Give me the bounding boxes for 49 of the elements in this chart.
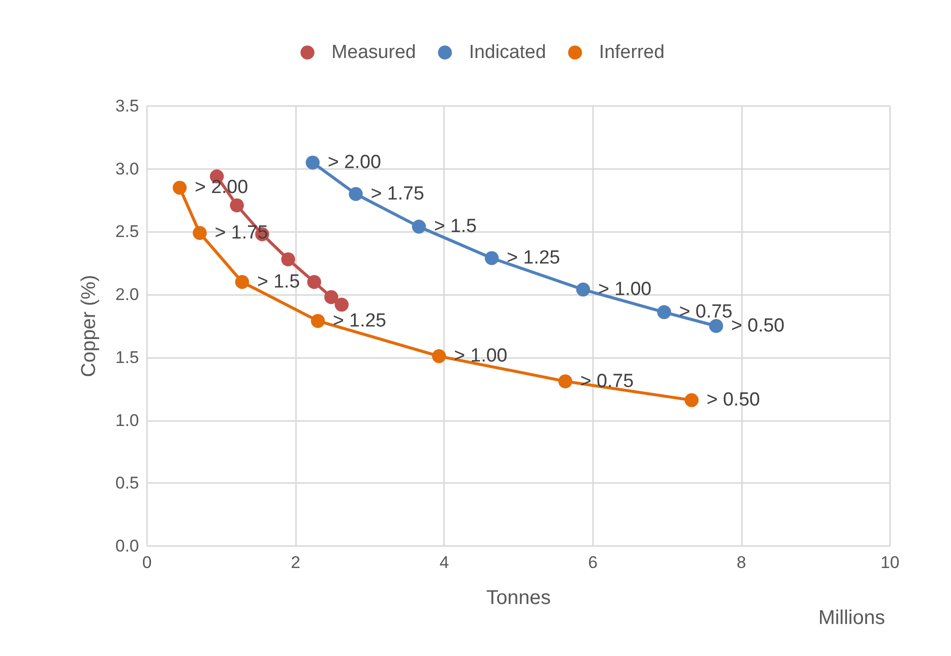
x-tick-label: 6 bbox=[588, 553, 598, 572]
data-label: > 0.50 bbox=[731, 316, 784, 336]
legend-label: Measured bbox=[331, 42, 416, 63]
data-label: > 1.5 bbox=[434, 216, 477, 238]
x-tick-label: 0 bbox=[142, 553, 152, 572]
x-tick-label: 8 bbox=[736, 553, 746, 572]
y-tick-label: 2.0 bbox=[115, 285, 139, 304]
data-label: > 1.75 bbox=[370, 184, 424, 204]
point bbox=[281, 252, 296, 266]
point bbox=[657, 305, 672, 320]
data-label: > 1.25 bbox=[332, 310, 386, 332]
y-tick-label: 1.0 bbox=[115, 410, 139, 430]
point bbox=[348, 187, 363, 201]
point bbox=[235, 275, 250, 289]
point bbox=[484, 251, 499, 266]
data-label: > 0.50 bbox=[706, 390, 760, 411]
y-tick-label: 3.0 bbox=[115, 159, 139, 178]
point bbox=[334, 298, 349, 312]
x-tick-label: 10 bbox=[880, 553, 900, 572]
y-tick-label: 0.0 bbox=[115, 536, 139, 556]
x-tick-label: 4 bbox=[439, 553, 449, 572]
point bbox=[172, 180, 187, 195]
y-tick-label: 3.5 bbox=[115, 96, 139, 116]
point bbox=[576, 282, 590, 297]
point bbox=[324, 290, 338, 304]
data-label: > 2.00 bbox=[328, 152, 382, 174]
data-label: > 0.75 bbox=[679, 302, 732, 323]
point bbox=[230, 198, 244, 212]
text: Millions bbox=[818, 607, 886, 629]
point bbox=[192, 226, 207, 240]
point bbox=[709, 319, 724, 333]
point bbox=[310, 314, 325, 328]
data-label: > 1.5 bbox=[257, 272, 300, 292]
point bbox=[306, 156, 320, 170]
data-label: > 1.25 bbox=[506, 248, 560, 269]
point bbox=[432, 349, 446, 364]
legend-label: Indicated bbox=[468, 42, 546, 63]
y-axis-title: Copper (%) bbox=[78, 274, 100, 378]
point bbox=[307, 275, 322, 289]
y-tick-label: 2.5 bbox=[115, 222, 139, 242]
x-axis-title: Tonnes bbox=[486, 587, 551, 609]
y-tick-label: 1.5 bbox=[115, 348, 139, 367]
x-tick-label: 2 bbox=[290, 553, 300, 572]
point bbox=[684, 393, 699, 408]
y-tick-label: 0.5 bbox=[115, 474, 139, 493]
data-label: > 1.00 bbox=[598, 279, 652, 300]
point bbox=[558, 374, 572, 388]
point bbox=[412, 220, 426, 234]
legend-label: Inferred bbox=[599, 42, 665, 63]
